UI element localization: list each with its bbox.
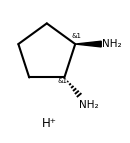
Text: &1: &1 [71,33,81,39]
Polygon shape [75,41,101,47]
Text: NH₂: NH₂ [102,39,122,49]
Text: NH₂: NH₂ [79,100,99,110]
Text: &1: &1 [57,78,67,84]
Text: H⁺: H⁺ [42,117,57,130]
